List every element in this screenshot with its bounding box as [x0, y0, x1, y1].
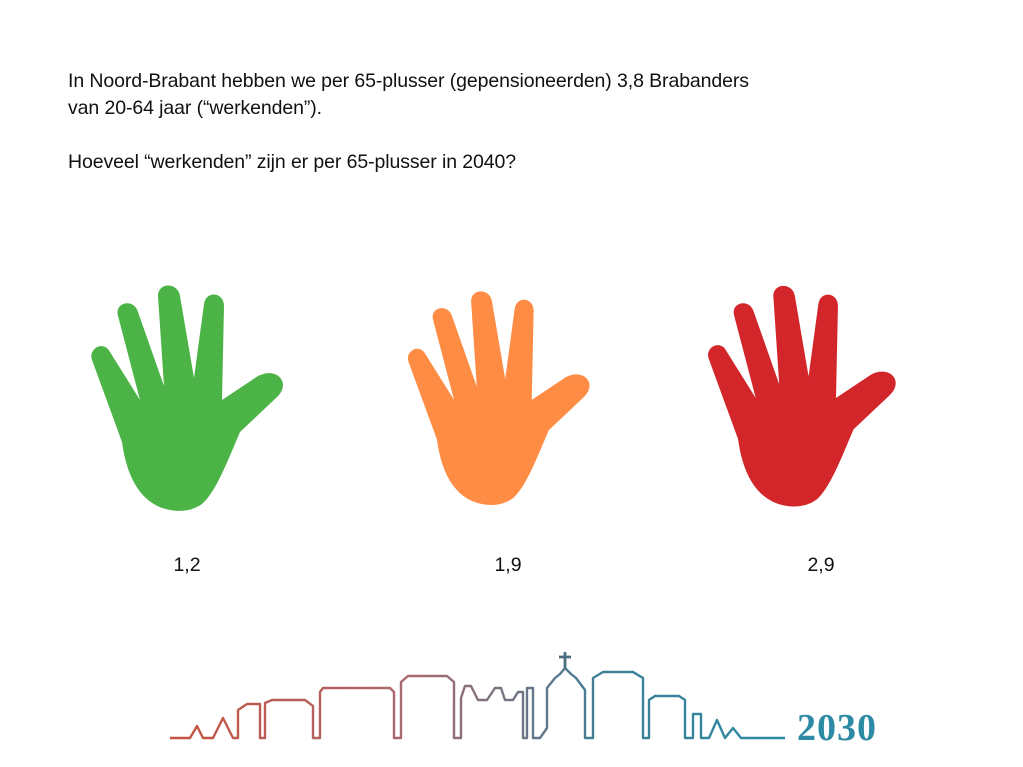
green-hand-icon — [91, 285, 283, 511]
option-1-hand[interactable] — [78, 282, 318, 512]
answer-option-3[interactable]: 2,9 — [807, 554, 835, 576]
intro-line-2: van 20-64 jaar (“werkenden”). — [68, 97, 322, 119]
option-3-hand[interactable] — [695, 282, 930, 508]
answer-option-1[interactable]: 1,2 — [173, 554, 201, 576]
skyline-logo-icon: 2030 — [170, 652, 877, 748]
logo-year-text: 2030 — [797, 707, 877, 748]
question-line: Hoeveel “werkenden” zijn er per 65-pluss… — [68, 151, 516, 173]
question-text: In Noord-Brabant hebben we per 65-plusse… — [68, 68, 948, 176]
option-2-hand[interactable] — [394, 288, 624, 506]
red-hand-icon — [708, 285, 896, 507]
answer-option-2[interactable]: 1,9 — [494, 554, 522, 576]
orange-hand-icon — [407, 291, 590, 505]
intro-line-1: In Noord-Brabant hebben we per 65-plusse… — [68, 70, 749, 92]
brabant-2030-logo: 2030 — [165, 648, 915, 748]
